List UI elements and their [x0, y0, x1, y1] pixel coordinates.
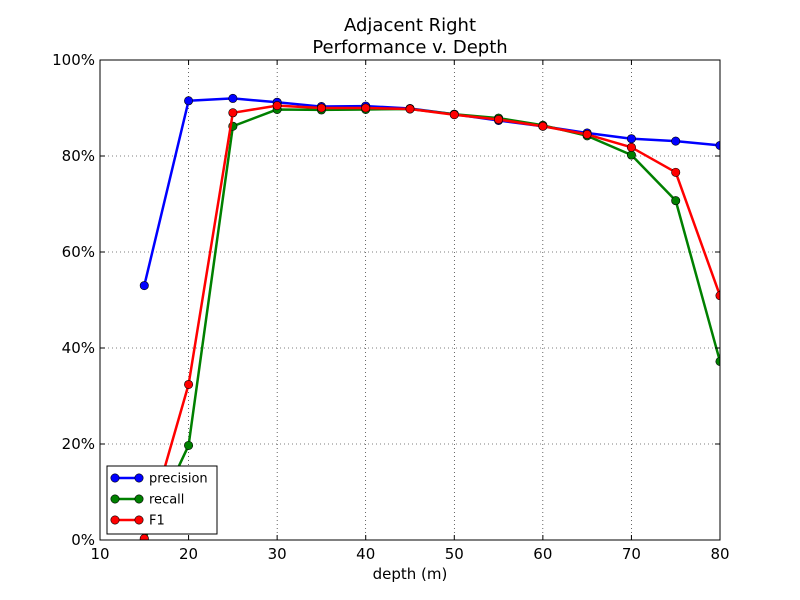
- series-layer: [139, 93, 720, 540]
- y-tick-label: 20%: [62, 435, 95, 453]
- legend-label-f1: F1: [149, 514, 165, 529]
- y-tick-label: 100%: [52, 51, 95, 69]
- x-tick-label: 50: [445, 545, 464, 563]
- data-point-f1: [671, 167, 681, 177]
- legend-marker-f1: [110, 515, 120, 525]
- data-point-f1: [538, 121, 548, 131]
- data-point-f1: [272, 101, 282, 111]
- x-tick-label: 80: [710, 545, 729, 563]
- data-point-f1: [139, 534, 149, 540]
- legend-marker-f1: [134, 515, 144, 525]
- legend-marker-recall: [110, 494, 120, 504]
- data-point-f1: [228, 108, 238, 118]
- x-tick-label: 40: [356, 545, 375, 563]
- chart-title-line2: Performance v. Depth: [312, 37, 507, 58]
- x-tick-label: 10: [90, 545, 109, 563]
- data-point-precision: [671, 136, 681, 146]
- ticks: 10 20 30 40 50 60 70 80 0% 20% 40% 60% 80% 100%: [52, 51, 729, 563]
- legend-marker-recall: [134, 494, 144, 504]
- data-point-precision: [184, 96, 194, 106]
- legend-marker-precision: [134, 473, 144, 483]
- legend: precision recall F1: [106, 465, 218, 535]
- data-point-f1: [582, 129, 592, 139]
- y-tick-label: 40%: [62, 339, 95, 357]
- data-point-f1: [316, 103, 326, 113]
- data-point-f1: [626, 142, 636, 152]
- data-point-f1: [361, 103, 371, 113]
- legend-label-recall: recall: [149, 493, 184, 508]
- x-tick-label: 60: [533, 545, 552, 563]
- data-point-recall: [671, 196, 681, 206]
- x-tick-label: 30: [268, 545, 287, 563]
- chart-title-line1: Adjacent Right: [344, 15, 476, 36]
- x-axis-label: depth (m): [373, 565, 448, 583]
- y-tick-label: 60%: [62, 243, 95, 261]
- data-point-f1: [405, 104, 415, 114]
- legend-label-precision: precision: [149, 472, 208, 487]
- legend-marker-precision: [110, 473, 120, 483]
- plot-frame: [99, 59, 721, 541]
- series-line-f1: [143, 104, 720, 539]
- data-point-precision: [228, 93, 238, 103]
- data-point-recall: [626, 150, 636, 160]
- data-point-recall: [184, 440, 194, 450]
- x-tick-label: 70: [622, 545, 641, 563]
- y-tick-label: 80%: [62, 147, 95, 165]
- data-point-f1: [184, 379, 194, 389]
- x-tick-label: 20: [179, 545, 198, 563]
- data-point-precision: [139, 281, 149, 291]
- data-point-precision: [626, 134, 636, 144]
- y-tick-label: 0%: [71, 531, 95, 549]
- data-point-f1: [494, 115, 504, 125]
- data-point-f1: [449, 110, 459, 120]
